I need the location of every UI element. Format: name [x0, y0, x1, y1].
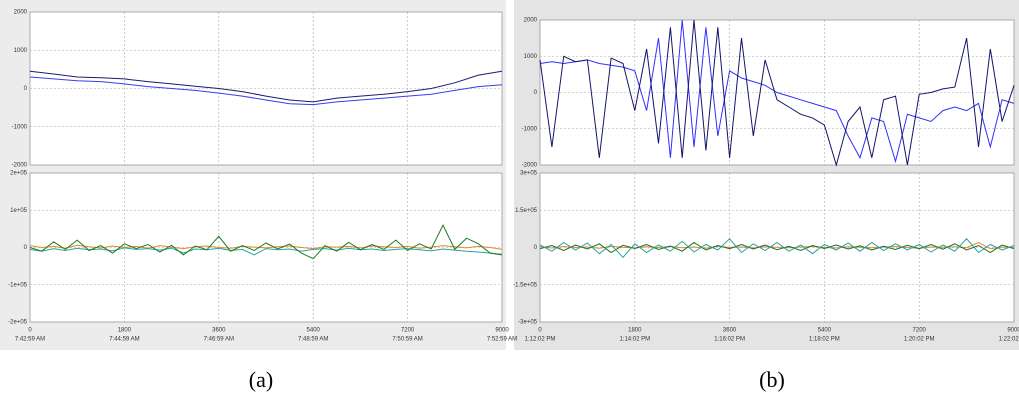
x-tick-label: 3600	[723, 328, 737, 334]
y-tick-label: 2000	[14, 10, 28, 16]
x-tick-time: 7:42:59 AM	[15, 337, 45, 343]
y-tick-label: 3e+05	[520, 171, 538, 177]
caption: (a)	[249, 367, 273, 392]
x-tick-time: 1:20:02 PM	[904, 337, 935, 343]
x-tick-label: 3600	[212, 328, 226, 334]
y-tick-label: 2000	[524, 18, 538, 24]
y-tick-label: -1000	[522, 126, 538, 132]
x-tick-label: 7200	[401, 328, 415, 334]
y-tick-label: -1000	[12, 124, 28, 130]
x-tick-label: 5400	[818, 328, 832, 334]
x-tick-time: 1:16:02 PM	[714, 337, 745, 343]
y-tick-label: 1000	[14, 48, 28, 54]
x-tick-time: 1:22:02 PM	[999, 337, 1019, 343]
y-tick-label: -3e+05	[518, 320, 538, 326]
x-tick-time: 1:14:02 PM	[619, 337, 650, 343]
x-tick-label: 1800	[628, 328, 642, 334]
x-tick-time: 7:46:59 AM	[204, 337, 234, 343]
x-tick-label: 9000	[495, 328, 509, 334]
x-tick-label: 9000	[1007, 328, 1019, 334]
x-tick-time: 7:48:59 AM	[298, 337, 328, 343]
x-tick-time: 1:12:02 PM	[525, 337, 556, 343]
y-tick-label: 1000	[524, 54, 538, 60]
y-tick-label: -1e+05	[8, 282, 28, 288]
y-tick-label: -2e+05	[8, 320, 28, 326]
figure: 200010000-1000-20002e+051e+050-1e+05-2e+…	[0, 0, 1019, 401]
x-tick-time: 1:18:02 PM	[809, 337, 840, 343]
y-tick-label: 2e+05	[10, 171, 28, 177]
x-tick-time: 7:44:59 AM	[109, 337, 139, 343]
y-tick-label: -1.5e+05	[513, 282, 538, 288]
y-tick-label: -2000	[12, 163, 28, 169]
x-tick-time: 7:50:59 AM	[392, 337, 422, 343]
y-tick-label: 1e+05	[10, 208, 28, 214]
x-tick-time: 7:52:59 AM	[487, 337, 517, 343]
caption: (b)	[759, 367, 785, 392]
x-tick-label: 7200	[913, 328, 927, 334]
x-tick-label: 5400	[307, 328, 321, 334]
y-tick-label: 1.5e+05	[515, 208, 538, 214]
y-tick-label: -2000	[522, 163, 538, 169]
x-tick-label: 1800	[118, 328, 132, 334]
